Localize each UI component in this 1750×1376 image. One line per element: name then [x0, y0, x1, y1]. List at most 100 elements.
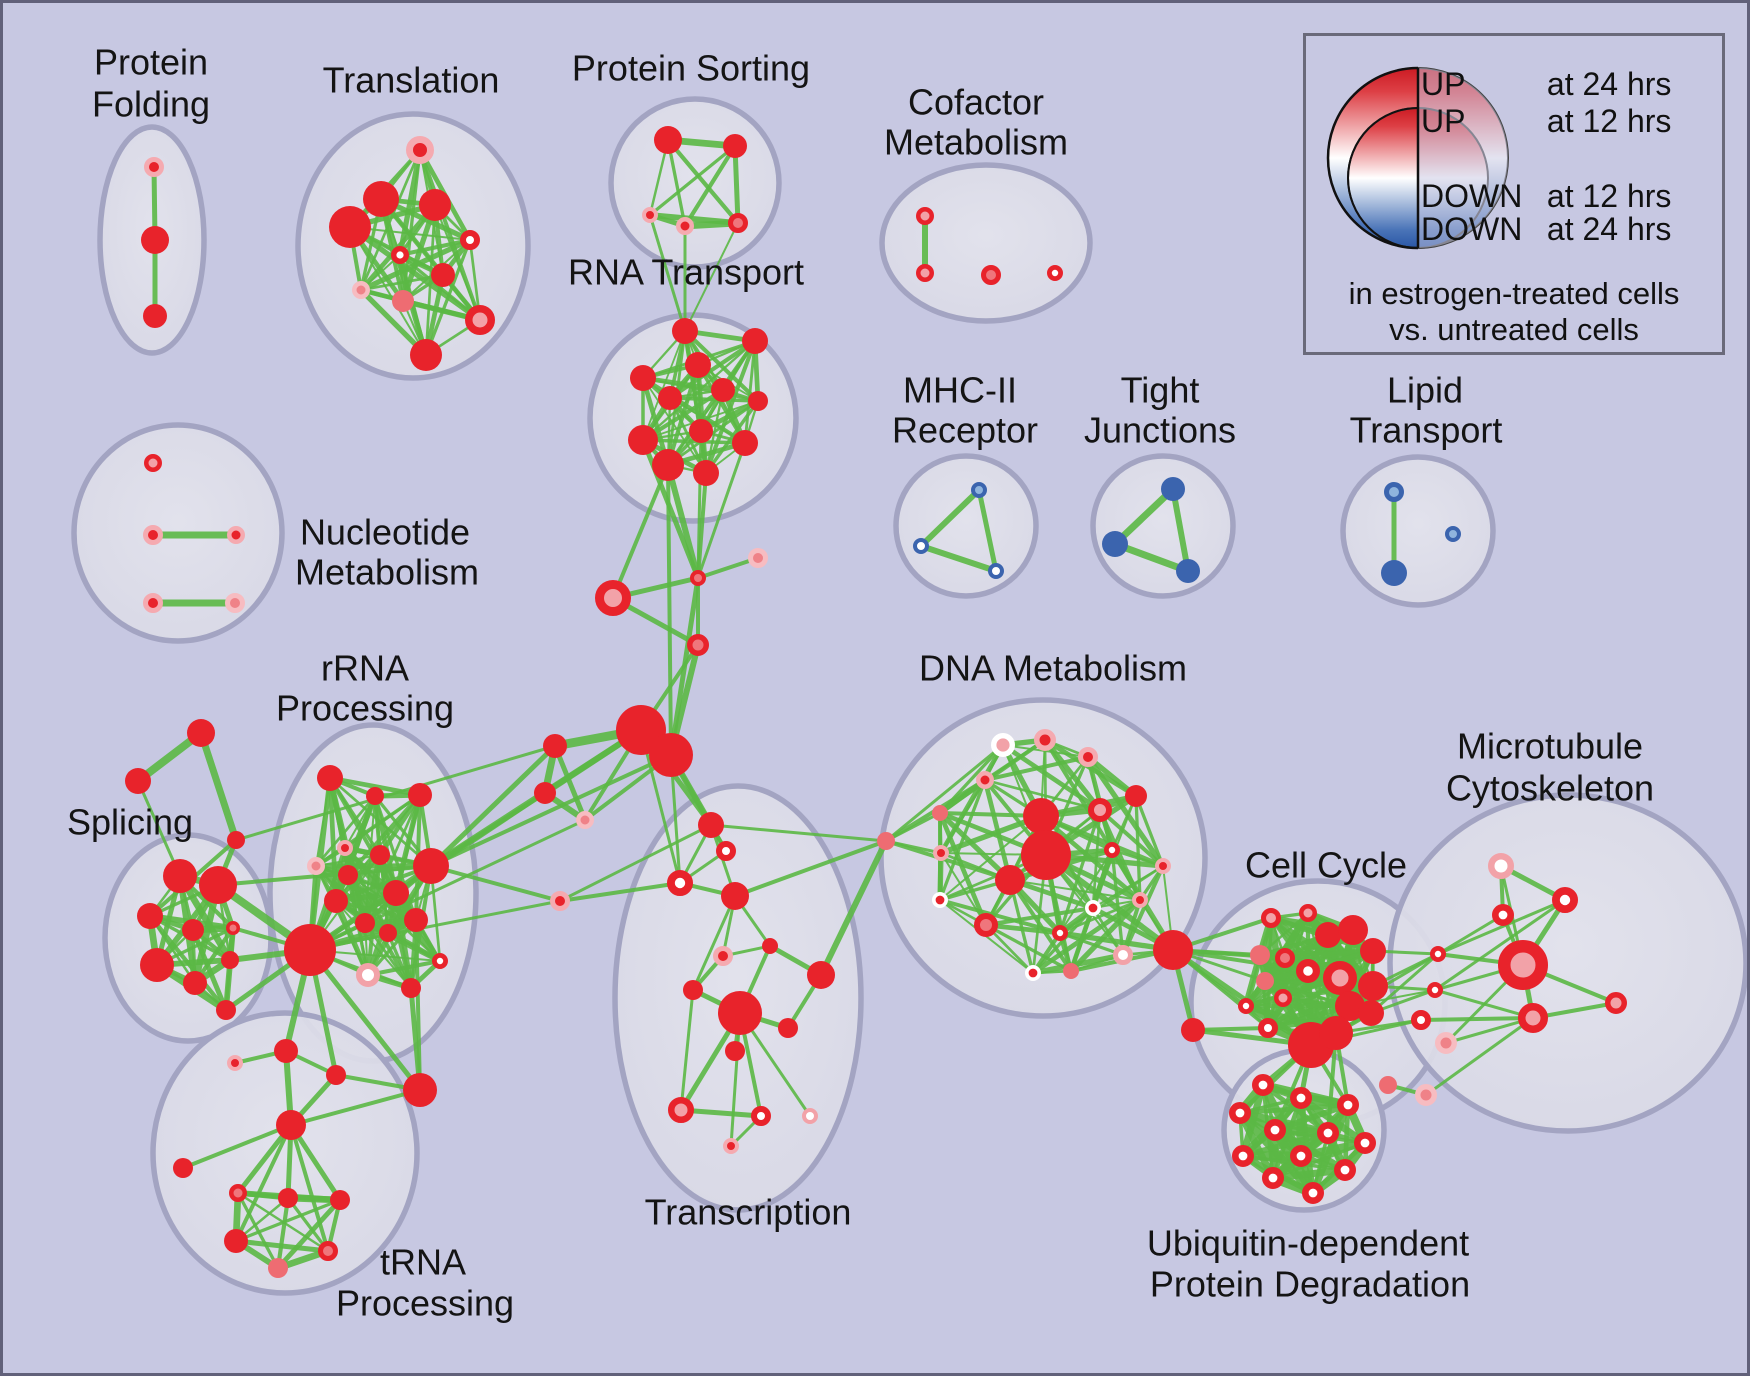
cluster-label-lipid-transport: Lipid	[1387, 370, 1463, 411]
network-edge	[1038, 813, 1166, 869]
network-node-red-salmon	[1275, 948, 1295, 968]
network-node-pink-red	[143, 525, 163, 545]
network-edge	[983, 778, 1102, 812]
network-node-blue	[1102, 531, 1128, 557]
network-node-red-pink	[916, 264, 934, 282]
network-node-red	[329, 206, 371, 248]
network-edge	[642, 330, 686, 441]
cluster-cofactor-metabolism	[879, 162, 1093, 324]
network-node-white-red	[931, 891, 948, 908]
network-edge	[1110, 848, 1165, 868]
network-edge	[1111, 485, 1177, 548]
network-edge	[666, 138, 687, 228]
network-node-red	[338, 865, 358, 885]
network-edge	[429, 753, 673, 868]
cluster-label-nucleotide-metabolism: Nucleotide	[300, 512, 470, 553]
network-edge	[611, 463, 670, 600]
network-edge	[818, 838, 889, 978]
network-node-red	[383, 880, 409, 906]
network-node-salmon	[392, 290, 414, 312]
network-edge	[236, 1191, 280, 1270]
network-edge	[136, 779, 182, 878]
network-edge	[732, 143, 741, 226]
network-node-pink-red	[143, 593, 163, 613]
network-node-red	[141, 226, 169, 254]
network-edge	[668, 396, 760, 403]
network-edge	[1098, 808, 1165, 868]
cluster-label-tight-junctions: Junctions	[1084, 410, 1236, 451]
cluster-label-ubiquitin-degradation: Protein Degradation	[1150, 1264, 1470, 1305]
cluster-microtubule-cytoskeleton	[1387, 792, 1747, 1134]
network-node-red	[698, 812, 724, 838]
network-edge	[366, 959, 442, 977]
network-edge	[1436, 913, 1505, 956]
network-node-red	[748, 391, 768, 411]
network-edge	[684, 222, 739, 332]
legend-row-down-24: DOWN at 24 hrs	[1421, 211, 1721, 248]
network-node-red	[216, 1000, 236, 1020]
network-node-red-white	[1295, 958, 1320, 983]
network-edge	[1424, 1016, 1535, 1097]
network-node-salmon	[1250, 945, 1270, 965]
network-edge	[216, 864, 433, 887]
network-node-red-white	[1337, 1094, 1360, 1117]
network-edge	[1170, 947, 1314, 1048]
network-edge	[558, 823, 713, 903]
legend-row-up-24: UP at 24 hrs	[1421, 66, 1721, 103]
network-node-red-white	[1317, 1122, 1340, 1145]
network-edge	[1170, 486, 1191, 574]
network-edge	[308, 899, 562, 952]
network-edge	[1280, 983, 1376, 1001]
network-node-red	[404, 908, 428, 932]
network-edge	[424, 238, 472, 357]
network-edge	[709, 823, 888, 843]
network-edge	[641, 376, 760, 403]
network-node-red	[182, 919, 204, 941]
legend-direction: DOWN	[1421, 211, 1523, 247]
network-node-red	[1125, 785, 1147, 807]
network-edge	[1436, 898, 1567, 956]
network-edge	[682, 143, 738, 229]
network-node-red	[1021, 830, 1071, 880]
network-edge	[308, 818, 587, 952]
network-node-red	[431, 263, 455, 287]
network-edge	[976, 487, 999, 574]
legend-row-down-12: DOWN at 12 hrs	[1421, 178, 1721, 215]
network-node-pink-red	[227, 526, 245, 544]
network-edge	[327, 775, 423, 798]
node-layer	[125, 126, 1627, 1278]
network-node-red	[693, 460, 719, 486]
network-node-red-salmon	[318, 1241, 338, 1261]
network-node-red	[742, 328, 768, 354]
cluster-mhc-ii-receptor	[893, 453, 1039, 599]
network-edge	[983, 755, 1090, 782]
network-edge	[552, 743, 588, 823]
network-node-red-pink	[1605, 992, 1627, 1014]
network-node-red-salmon	[981, 265, 1001, 285]
network-node-red	[408, 783, 432, 807]
network-edge	[938, 778, 987, 902]
network-node-pink	[576, 811, 594, 829]
network-edge	[334, 899, 418, 922]
cluster-tight-junctions	[1090, 453, 1236, 599]
network-node-red	[683, 980, 703, 1000]
network-edge	[359, 273, 445, 292]
network-node-red	[370, 845, 390, 865]
network-node-red	[403, 1073, 437, 1107]
network-edge	[938, 898, 1062, 935]
network-node-red	[685, 352, 711, 378]
cluster-label-transcription: Transcription	[645, 1192, 852, 1233]
legend-time: at 24 hrs	[1546, 211, 1672, 247]
network-edge	[678, 1107, 764, 1119]
network-node-red	[330, 1190, 350, 1210]
network-edge	[884, 839, 1012, 882]
network-node-red	[654, 126, 682, 154]
network-node-red-white	[1302, 1182, 1325, 1205]
network-node-pink-red	[976, 771, 994, 789]
network-node-red-white	[1334, 1159, 1357, 1182]
network-edge	[307, 947, 423, 1093]
network-edge	[696, 556, 760, 580]
cluster-label-tight-junctions: Tight	[1121, 370, 1200, 411]
network-node-red-pink	[465, 305, 495, 335]
